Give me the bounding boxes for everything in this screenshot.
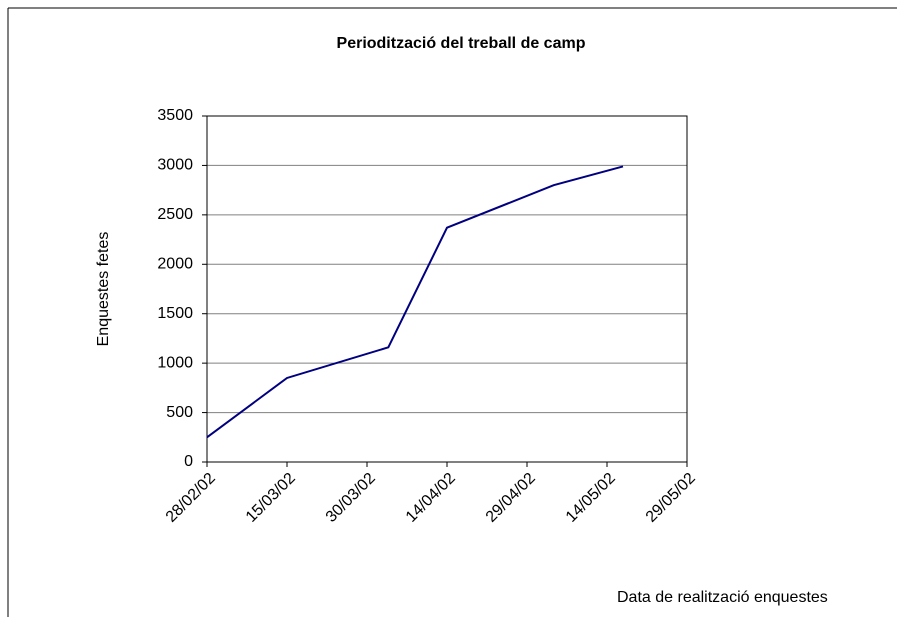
x-tick-label: 29/05/02 — [643, 470, 699, 526]
y-tick-label: 1000 — [157, 354, 193, 371]
data-line — [206, 165, 624, 439]
y-tick-label: 1500 — [157, 305, 193, 322]
x-tick-label: 29/04/02 — [483, 470, 539, 526]
y-tick-label: 3000 — [157, 157, 193, 174]
y-tick-label: 3500 — [157, 107, 193, 124]
y-tick-label: 2000 — [157, 256, 193, 273]
y-tick-label: 2500 — [157, 206, 193, 223]
x-tick-label: 30/03/02 — [323, 470, 379, 526]
x-tick-label: 14/05/02 — [563, 470, 619, 526]
x-tick-label: 28/02/02 — [163, 470, 219, 526]
y-tick-label: 500 — [166, 404, 193, 421]
x-axis-title: Data de realització enquestes — [617, 589, 828, 606]
y-axis-title: Enquestes fetes — [95, 232, 112, 347]
x-tick-label: 14/04/02 — [403, 470, 459, 526]
x-tick-label: 15/03/02 — [243, 470, 299, 526]
y-tick-label: 0 — [184, 453, 193, 470]
chart-title: Periodització del treball de camp — [337, 35, 586, 52]
